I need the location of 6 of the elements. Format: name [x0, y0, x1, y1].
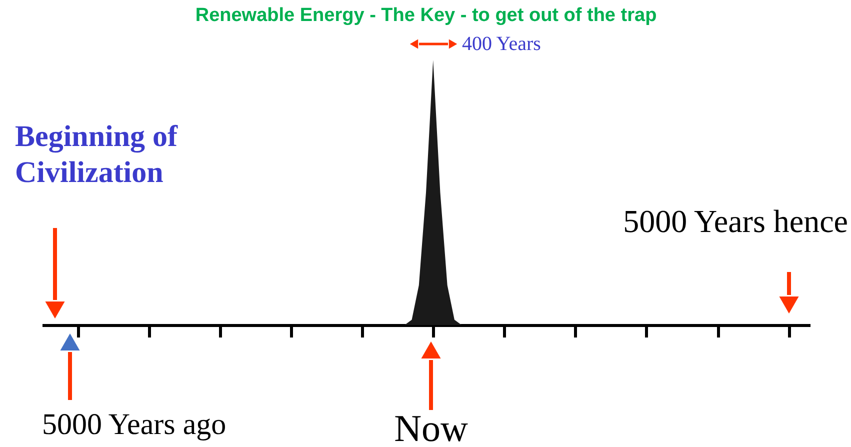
text: 400 Years	[462, 33, 542, 55]
text: Now	[394, 408, 468, 447]
annotation: 5000 Years hence	[623, 203, 848, 239]
annotation: Beginning of Civilization	[15, 120, 179, 189]
text: 5000 Years ago	[42, 408, 226, 441]
chart-title: Renewable Energy - The Key - to get out of the trap	[195, 5, 657, 26]
